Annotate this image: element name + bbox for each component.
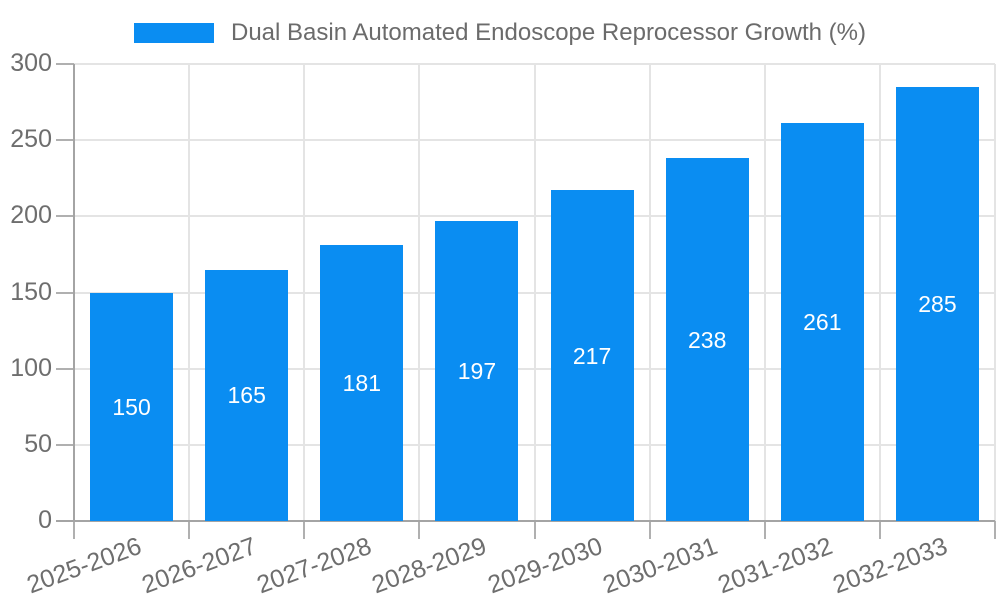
x-gridline — [418, 64, 421, 521]
bar[interactable] — [435, 220, 519, 521]
x-gridline — [878, 64, 881, 521]
bar[interactable] — [90, 292, 174, 521]
x-gridline — [188, 64, 191, 521]
x-tick-mark — [188, 521, 191, 539]
legend-swatch — [134, 23, 214, 43]
bar[interactable] — [205, 269, 289, 521]
bar-value-label: 261 — [803, 309, 842, 336]
x-tick-label: 2026-2027 — [138, 532, 261, 600]
bar-value-label: 238 — [688, 326, 727, 353]
y-tick-mark — [56, 215, 74, 218]
x-tick-mark — [418, 521, 421, 539]
y-tick-mark — [56, 443, 74, 446]
x-axis-line — [56, 520, 995, 522]
bar-value-label: 165 — [227, 382, 266, 409]
bar[interactable] — [780, 123, 864, 521]
bar[interactable] — [665, 158, 749, 521]
x-tick-mark — [763, 521, 766, 539]
y-tick-mark — [56, 367, 74, 370]
bar-value-label: 150 — [112, 393, 151, 420]
x-tick-label: 2029-2030 — [483, 532, 606, 600]
bar[interactable] — [550, 190, 634, 521]
bar-value-label: 197 — [457, 357, 497, 384]
x-gridline — [648, 64, 651, 521]
bar-value-label: 181 — [342, 370, 381, 397]
x-tick-mark — [303, 521, 306, 539]
bar-value-label: 217 — [572, 342, 612, 369]
y-tick-label: 150 — [10, 277, 52, 306]
y-tick-mark — [56, 291, 74, 294]
x-gridline — [763, 64, 766, 521]
bar[interactable] — [320, 245, 404, 521]
x-gridline — [533, 64, 536, 521]
x-tick-mark — [878, 521, 881, 539]
y-tick-label: 200 — [10, 201, 52, 230]
x-tick-label: 2032-2033 — [829, 532, 952, 600]
y-tick-label: 100 — [10, 353, 52, 382]
bar-value-label: 285 — [918, 290, 957, 317]
bar[interactable] — [895, 86, 979, 521]
x-gridline — [994, 64, 996, 521]
y-tick-label: 0 — [38, 506, 52, 534]
x-tick-mark — [73, 521, 75, 539]
x-gridline — [303, 64, 306, 521]
x-tick-mark — [994, 521, 996, 539]
y-tick-label: 50 — [24, 429, 52, 458]
x-tick-mark — [533, 521, 536, 539]
y-axis-line — [73, 64, 75, 521]
y-tick-label: 300 — [10, 49, 52, 77]
legend-label: Dual Basin Automated Endoscope Reprocess… — [231, 19, 866, 46]
x-tick-mark — [648, 521, 651, 539]
legend[interactable]: Dual Basin Automated Endoscope Reprocess… — [0, 19, 1000, 46]
y-tick-mark — [56, 139, 74, 142]
y-tick-mark — [56, 63, 74, 65]
y-tick-label: 250 — [10, 125, 52, 154]
x-tick-label: 2031-2032 — [713, 532, 836, 600]
x-tick-label: 2028-2029 — [368, 532, 491, 600]
x-tick-label: 2027-2028 — [253, 532, 376, 600]
x-tick-label: 2030-2031 — [598, 532, 721, 600]
x-tick-label: 2025-2026 — [23, 532, 146, 600]
